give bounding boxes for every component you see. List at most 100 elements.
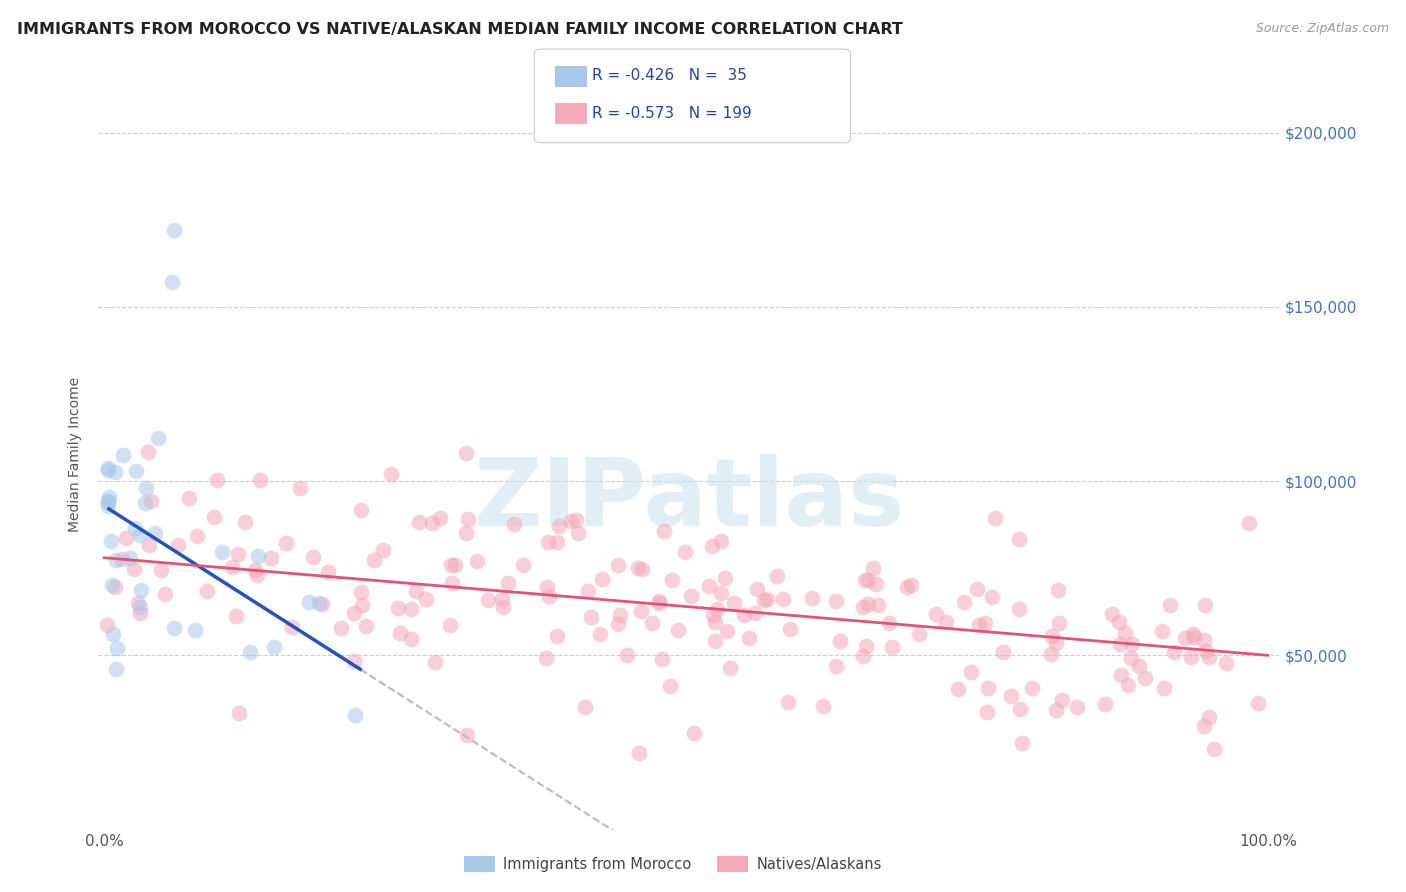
Point xyxy=(1047,582,1070,597)
Point xyxy=(811,699,834,714)
Point xyxy=(567,526,589,541)
Point xyxy=(97,461,120,475)
Point xyxy=(723,596,745,610)
Point xyxy=(747,582,769,597)
Point xyxy=(503,516,526,531)
Point xyxy=(967,618,990,632)
Point xyxy=(825,658,848,673)
Point xyxy=(1182,627,1205,641)
Point xyxy=(202,509,225,524)
Point xyxy=(900,578,922,592)
Point xyxy=(439,618,461,632)
Point xyxy=(1008,602,1031,616)
Point xyxy=(984,511,1007,525)
Point xyxy=(112,448,135,462)
Point xyxy=(146,431,169,445)
Text: ZIPatlas: ZIPatlas xyxy=(474,454,904,546)
Point xyxy=(1192,633,1215,648)
Point xyxy=(149,563,172,577)
Point xyxy=(980,591,1002,605)
Point xyxy=(710,534,733,549)
Point xyxy=(1008,533,1031,547)
Point xyxy=(1040,647,1063,661)
Point xyxy=(591,572,613,586)
Point xyxy=(953,595,976,609)
Point xyxy=(546,535,568,549)
Point xyxy=(1109,668,1132,682)
Point xyxy=(380,467,402,481)
Point xyxy=(766,569,789,583)
Point xyxy=(756,591,779,606)
Point xyxy=(127,596,149,610)
Point xyxy=(492,600,515,615)
Point xyxy=(935,615,957,629)
Point xyxy=(243,563,266,577)
Point xyxy=(1021,681,1043,695)
Point xyxy=(716,624,738,639)
Point xyxy=(882,640,904,654)
Point xyxy=(641,616,664,631)
Point xyxy=(710,586,733,600)
Point xyxy=(415,592,437,607)
Point xyxy=(1010,701,1032,715)
Point xyxy=(679,590,702,604)
Point xyxy=(233,515,256,529)
Point xyxy=(1066,700,1088,714)
Point xyxy=(704,634,727,648)
Point xyxy=(440,575,463,590)
Point xyxy=(548,519,571,533)
Point xyxy=(134,495,156,509)
Point xyxy=(363,553,385,567)
Point xyxy=(1198,650,1220,665)
Point xyxy=(97,494,120,508)
Point xyxy=(560,514,582,528)
Point xyxy=(564,513,586,527)
Point xyxy=(311,597,333,611)
Point xyxy=(830,634,852,648)
Point xyxy=(274,536,297,550)
Point xyxy=(211,545,233,559)
Point xyxy=(546,629,568,643)
Point xyxy=(966,582,988,596)
Point xyxy=(207,474,229,488)
Point xyxy=(343,654,366,668)
Point xyxy=(652,524,675,538)
Point xyxy=(697,579,720,593)
Point xyxy=(1215,656,1237,670)
Point xyxy=(702,608,724,623)
Point xyxy=(628,746,651,760)
Point xyxy=(1101,607,1123,622)
Point xyxy=(350,585,373,599)
Point xyxy=(105,553,128,567)
Point xyxy=(101,578,124,592)
Point xyxy=(862,561,884,575)
Text: Source: ZipAtlas.com: Source: ZipAtlas.com xyxy=(1256,22,1389,36)
Point xyxy=(114,531,136,545)
Point xyxy=(1180,650,1202,665)
Point xyxy=(512,558,534,573)
Point xyxy=(534,651,557,665)
Point xyxy=(1114,626,1136,640)
Point xyxy=(139,494,162,508)
Point xyxy=(858,597,880,611)
Point xyxy=(290,481,312,495)
Point xyxy=(1128,658,1150,673)
Point xyxy=(423,655,446,669)
Point xyxy=(976,705,998,719)
Point xyxy=(856,573,879,587)
Point xyxy=(866,598,889,612)
Point xyxy=(1174,631,1197,645)
Point xyxy=(343,606,366,620)
Point xyxy=(666,624,689,638)
Point xyxy=(97,499,120,513)
Point xyxy=(122,561,145,575)
Point xyxy=(607,558,630,572)
Point xyxy=(246,568,269,582)
Point xyxy=(648,594,671,608)
Point xyxy=(1045,703,1067,717)
Point xyxy=(852,599,875,614)
Point xyxy=(316,565,339,579)
Point xyxy=(104,580,127,594)
Point xyxy=(456,729,478,743)
Point xyxy=(465,554,488,568)
